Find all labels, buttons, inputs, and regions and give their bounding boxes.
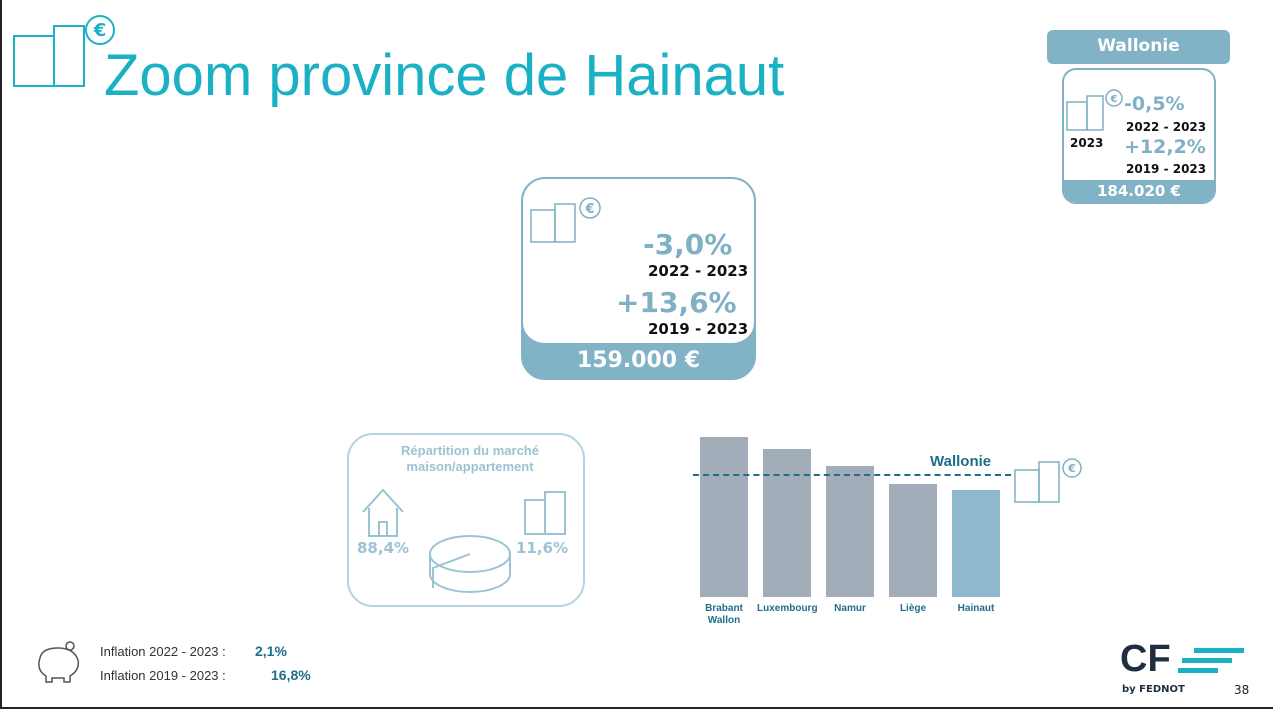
category-label: Namur <box>834 603 866 614</box>
building-icon: € <box>13 15 115 87</box>
svg-text:€: € <box>584 202 594 217</box>
bar <box>889 483 937 597</box>
building-icon: € <box>1014 458 1082 503</box>
piggy-icon <box>38 641 80 683</box>
wallonie-period: 2019 - 2023 <box>1126 162 1207 176</box>
reference-line <box>693 473 1011 476</box>
inflation-value: 2,1% <box>255 643 287 659</box>
wallonie-year: 2023 <box>1070 136 1104 150</box>
logo: CF <box>1120 638 1171 680</box>
inflation-label: Inflation 2019 - 2023 : <box>100 668 226 683</box>
page-number: 38 <box>1234 683 1250 697</box>
building-icon: € <box>1066 89 1123 131</box>
main-card <box>521 177 756 380</box>
market-card <box>347 433 585 607</box>
main-change: +13,6% <box>616 286 737 319</box>
page-title: Zoom province de Hainaut <box>104 43 785 108</box>
bar <box>826 465 874 597</box>
inflation-label: Inflation 2022 - 2023 : <box>100 644 226 659</box>
house-share: 88,4% <box>357 539 410 557</box>
apartment-share: 11,6% <box>516 539 569 557</box>
inflation-value: 16,8% <box>271 667 311 683</box>
wallonie-period: 2022 - 2023 <box>1126 120 1207 134</box>
main-change: -3,0% <box>643 228 733 261</box>
category-label: Luxembourg <box>757 603 818 614</box>
wallonie-card <box>1062 68 1216 204</box>
reference-label: Wallonie <box>930 452 992 470</box>
logo-lines <box>1178 648 1244 673</box>
building-icon: € <box>530 197 601 243</box>
main-period: 2019 - 2023 <box>648 320 749 338</box>
market-icons <box>362 488 566 593</box>
wallonie-title: Wallonie <box>1097 36 1180 56</box>
category-label: Hainaut <box>957 603 995 614</box>
market-title: Répartition du marché maison/appartement <box>401 443 539 474</box>
wallonie-header <box>1047 30 1230 64</box>
category-label: Brabant Wallon <box>705 603 743 626</box>
bar <box>763 448 811 597</box>
svg-text:€: € <box>1110 94 1118 105</box>
wallonie-change: -0,5% <box>1124 93 1185 115</box>
wallonie-price: 184.020 € <box>1097 182 1181 200</box>
logo-sub: by FEDNOT <box>1122 684 1185 695</box>
svg-text:€: € <box>1067 462 1076 475</box>
wallonie-change: +12,2% <box>1124 136 1206 158</box>
bar <box>952 490 1000 597</box>
main-price: 159.000 € <box>576 348 701 373</box>
svg-text:€: € <box>93 20 107 41</box>
main-period: 2022 - 2023 <box>648 262 749 280</box>
category-label: Liège <box>899 603 927 614</box>
bar <box>700 436 748 597</box>
